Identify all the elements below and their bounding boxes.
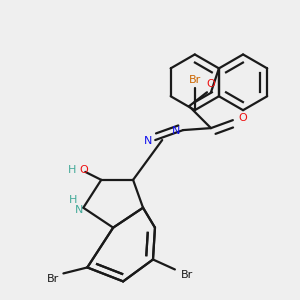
Text: O: O <box>207 79 215 89</box>
Text: H: H <box>68 165 76 175</box>
Text: N: N <box>144 136 152 146</box>
Text: N: N <box>172 126 180 136</box>
Text: Br: Br <box>181 270 193 280</box>
Text: N: N <box>75 205 83 215</box>
Text: H: H <box>69 195 77 205</box>
Text: O: O <box>79 165 88 175</box>
Text: Br: Br <box>47 274 60 284</box>
Text: O: O <box>238 113 247 123</box>
Text: Br: Br <box>189 75 201 85</box>
